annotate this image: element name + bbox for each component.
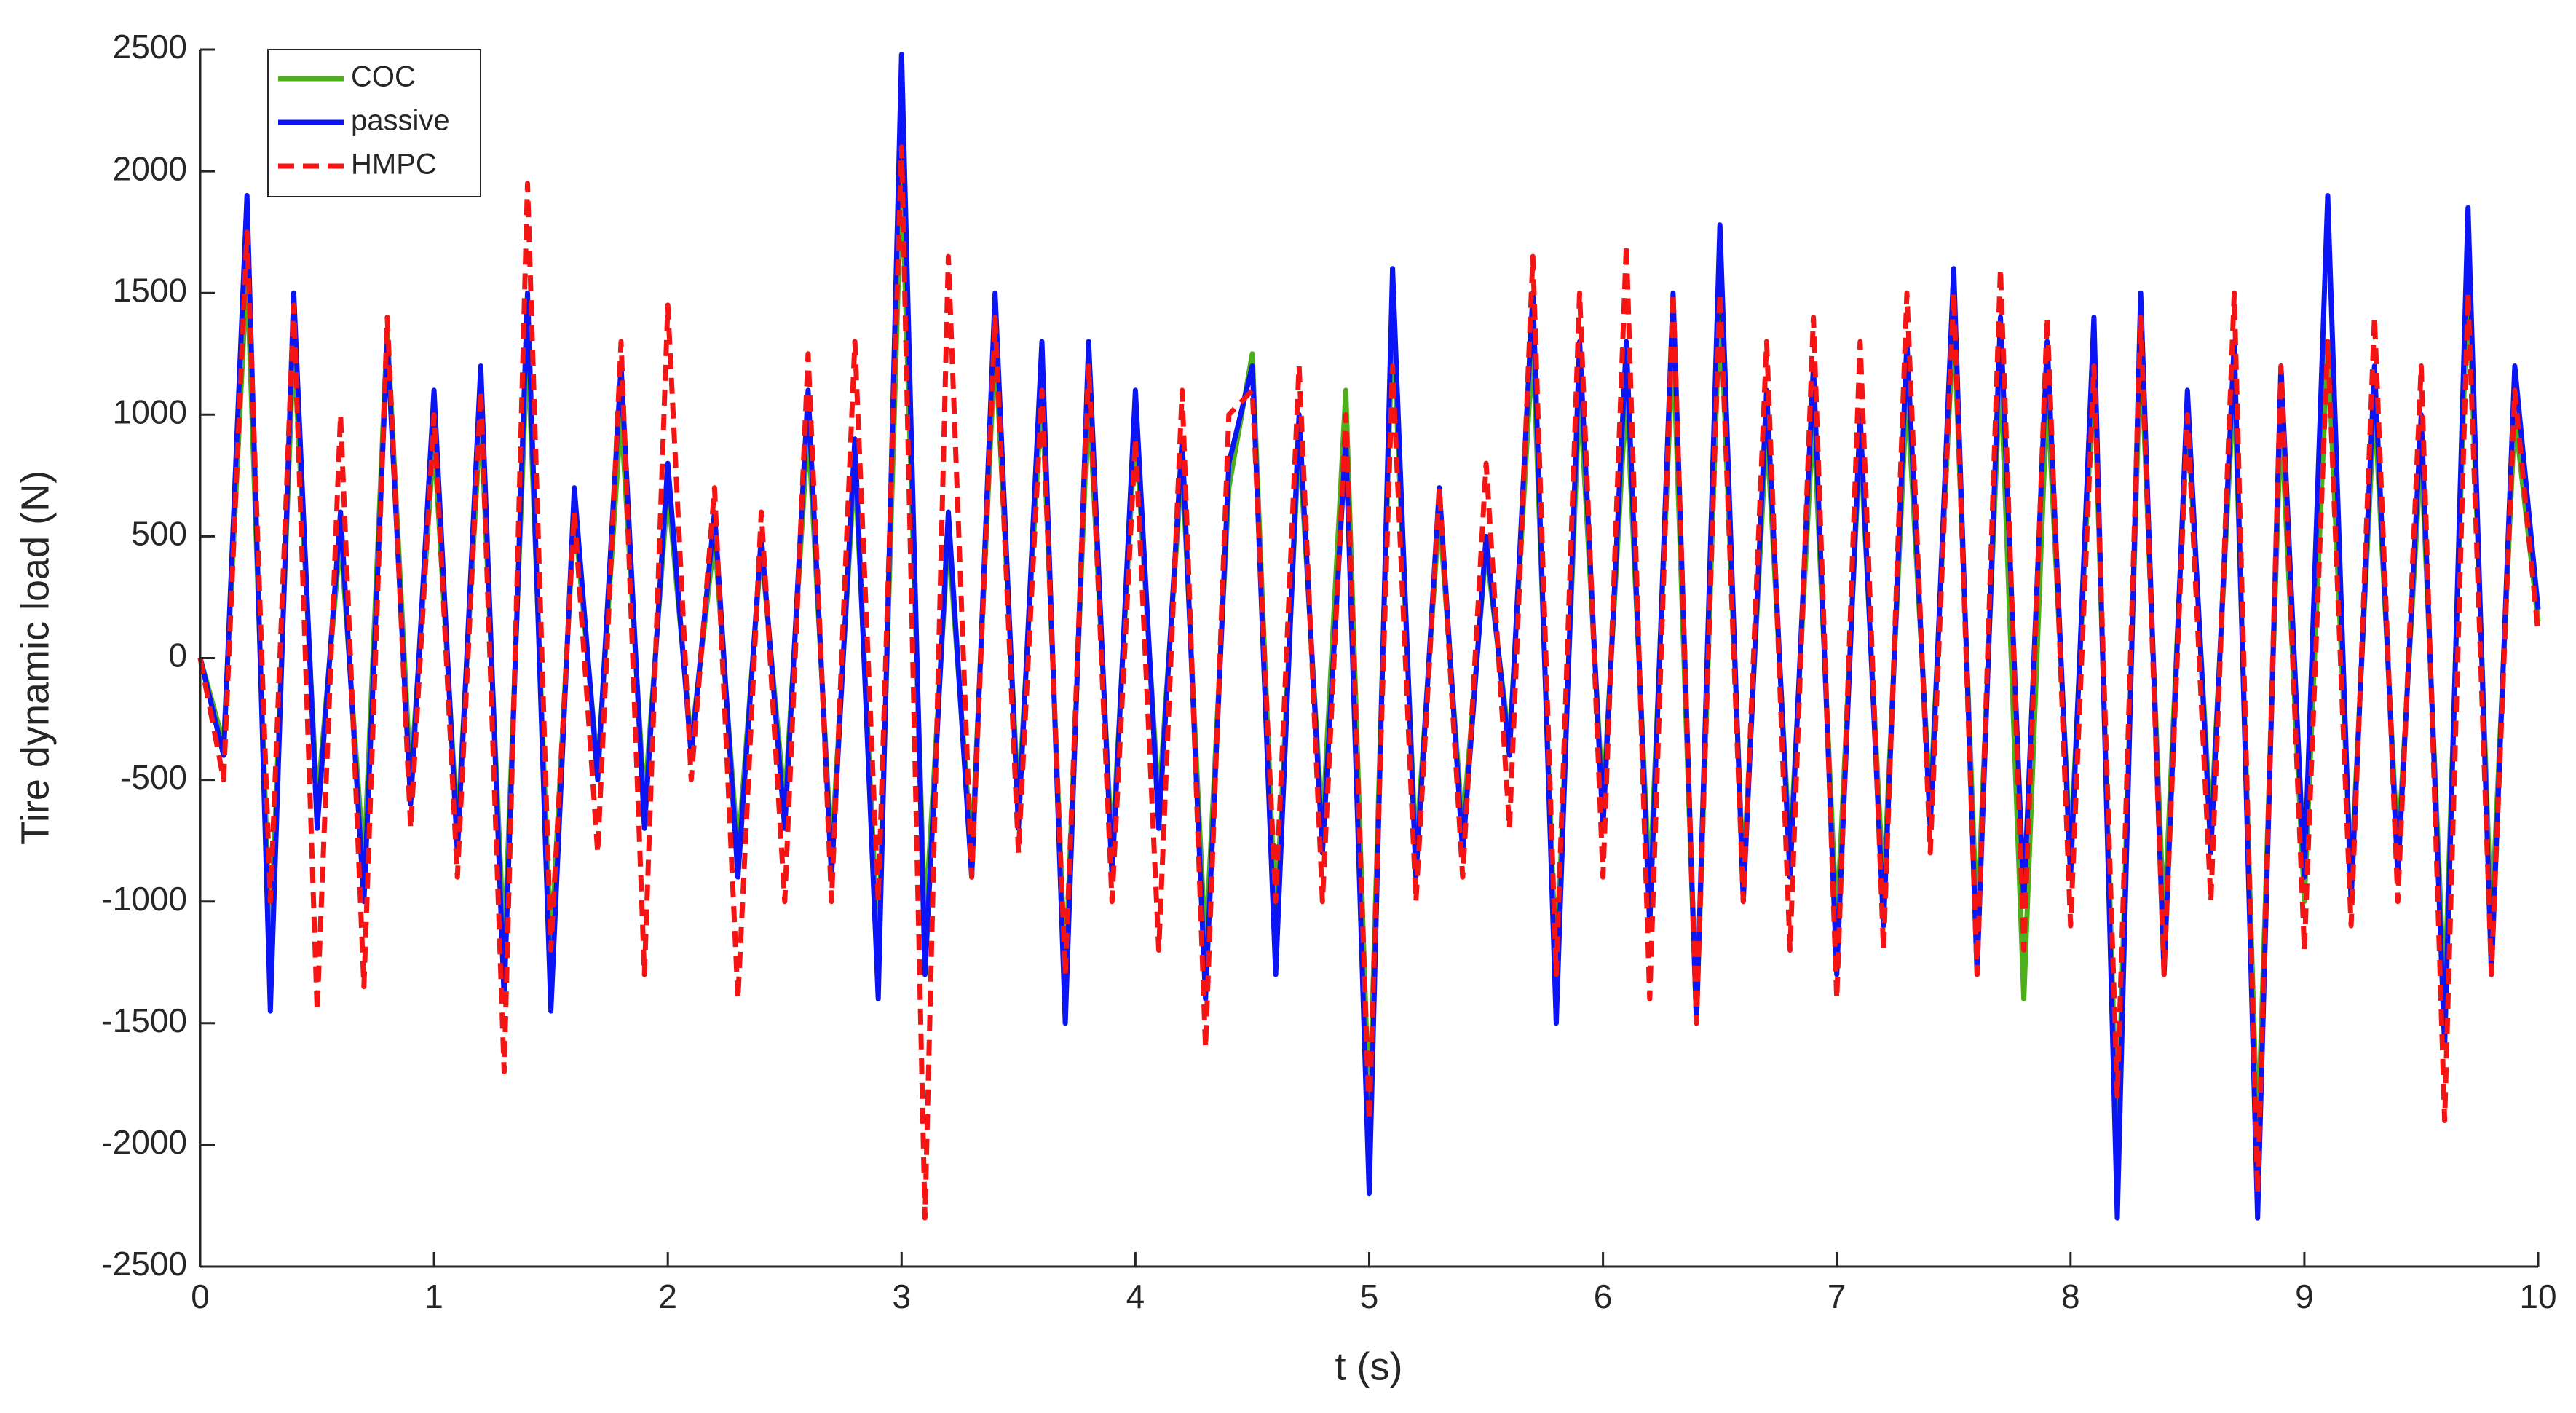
- x-tick-label: 6: [1594, 1278, 1613, 1315]
- x-tick-label: 5: [1360, 1278, 1379, 1315]
- y-tick-label: -2500: [101, 1245, 187, 1283]
- y-tick-label: -500: [120, 758, 187, 796]
- plot-area: [197, 52, 2541, 1221]
- y-tick-label: -1500: [101, 1001, 187, 1039]
- legend-label: COC: [351, 61, 416, 93]
- y-tick-label: -2000: [101, 1123, 187, 1161]
- legend-label: passive: [351, 105, 450, 137]
- y-tick-label: 1500: [113, 271, 187, 309]
- x-tick-label: 9: [2295, 1278, 2314, 1315]
- legend-label: HMPC: [351, 149, 437, 181]
- x-tick-label: 10: [2519, 1278, 2556, 1315]
- x-tick-label: 0: [191, 1278, 210, 1315]
- x-tick-label: 7: [1828, 1278, 1846, 1315]
- x-tick-label: 4: [1126, 1278, 1145, 1315]
- y-tick-label: 2000: [113, 149, 187, 187]
- y-tick-label: -1000: [101, 880, 187, 918]
- y-axis-label: Tire dynamic load (N): [13, 471, 57, 845]
- x-tick-label: 8: [2061, 1278, 2080, 1315]
- x-tick-label: 3: [893, 1278, 912, 1315]
- y-tick-label: 0: [168, 637, 187, 674]
- y-tick-label: 500: [131, 515, 187, 553]
- y-tick-label: 2500: [113, 28, 187, 66]
- y-tick-label: 1000: [113, 393, 187, 430]
- x-tick-label: 1: [424, 1278, 443, 1315]
- x-tick-label: 2: [658, 1278, 677, 1315]
- x-axis-label: t (s): [1335, 1345, 1403, 1388]
- series-line: [197, 144, 2541, 1221]
